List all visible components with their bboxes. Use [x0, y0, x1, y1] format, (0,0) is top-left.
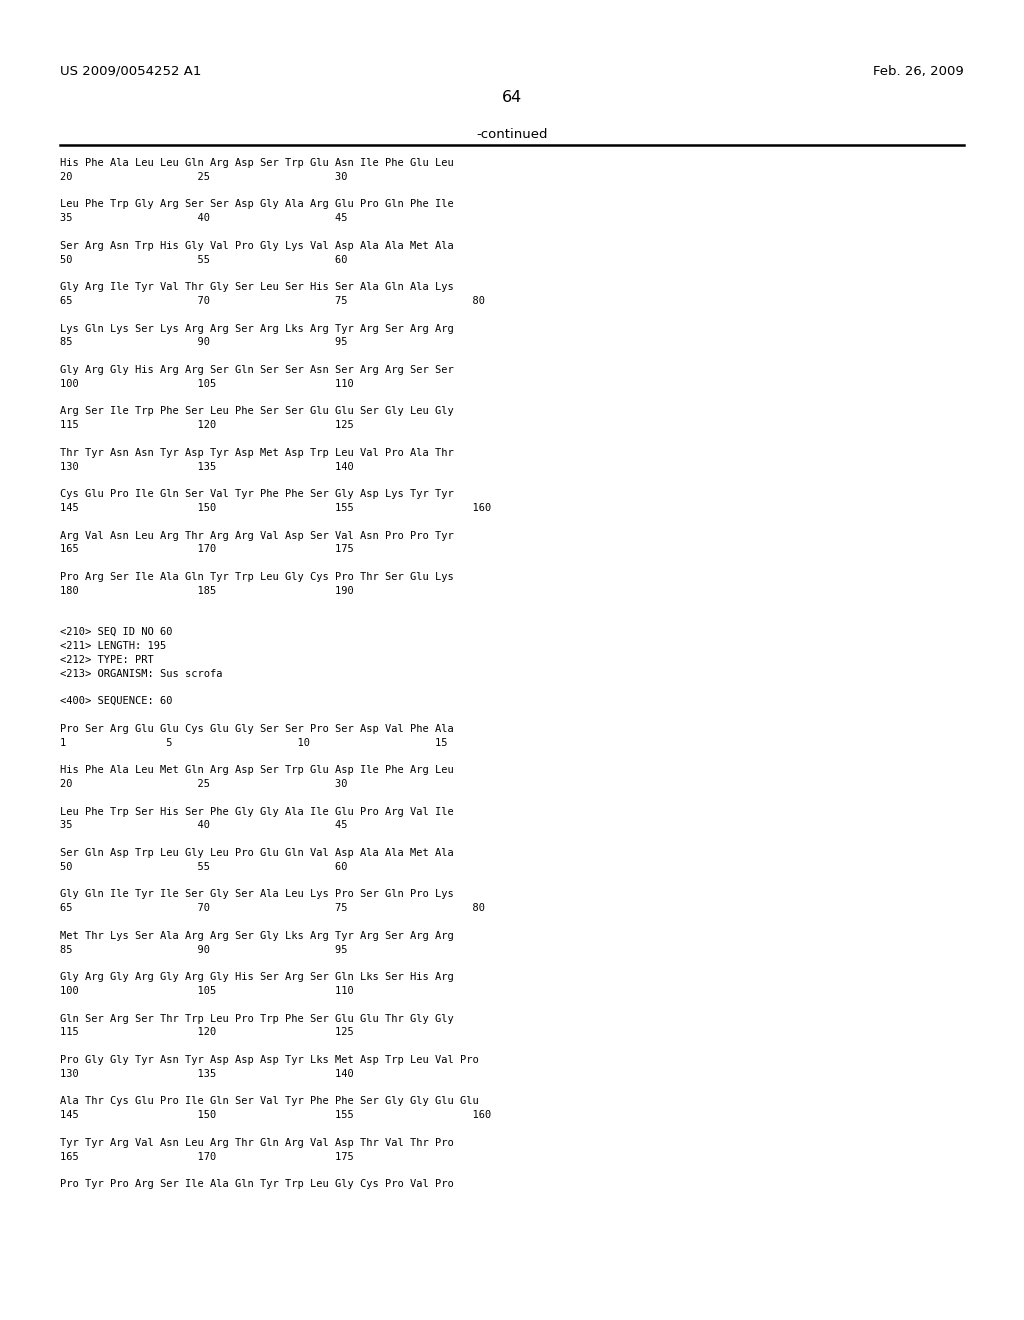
Text: <213> ORGANISM: Sus scrofa: <213> ORGANISM: Sus scrofa: [60, 669, 222, 678]
Text: 64: 64: [502, 90, 522, 106]
Text: Arg Val Asn Leu Arg Thr Arg Arg Val Asp Ser Val Asn Pro Pro Tyr: Arg Val Asn Leu Arg Thr Arg Arg Val Asp …: [60, 531, 454, 541]
Text: 130                   135                   140: 130 135 140: [60, 1069, 353, 1078]
Text: -continued: -continued: [476, 128, 548, 141]
Text: 50                    55                    60: 50 55 60: [60, 255, 347, 264]
Text: Feb. 26, 2009: Feb. 26, 2009: [873, 65, 964, 78]
Text: 100                   105                   110: 100 105 110: [60, 379, 353, 389]
Text: 20                    25                    30: 20 25 30: [60, 172, 347, 182]
Text: 1                5                    10                    15: 1 5 10 15: [60, 738, 447, 747]
Text: <212> TYPE: PRT: <212> TYPE: PRT: [60, 655, 154, 665]
Text: His Phe Ala Leu Leu Gln Arg Asp Ser Trp Glu Asn Ile Phe Glu Leu: His Phe Ala Leu Leu Gln Arg Asp Ser Trp …: [60, 158, 454, 168]
Text: Gly Arg Ile Tyr Val Thr Gly Ser Leu Ser His Ser Ala Gln Ala Lys: Gly Arg Ile Tyr Val Thr Gly Ser Leu Ser …: [60, 282, 454, 292]
Text: Pro Tyr Pro Arg Ser Ile Ala Gln Tyr Trp Leu Gly Cys Pro Val Pro: Pro Tyr Pro Arg Ser Ile Ala Gln Tyr Trp …: [60, 1179, 454, 1189]
Text: Ala Thr Cys Glu Pro Ile Gln Ser Val Tyr Phe Phe Ser Gly Gly Glu Glu: Ala Thr Cys Glu Pro Ile Gln Ser Val Tyr …: [60, 1097, 479, 1106]
Text: 85                    90                    95: 85 90 95: [60, 338, 347, 347]
Text: <400> SEQUENCE: 60: <400> SEQUENCE: 60: [60, 696, 172, 706]
Text: 165                   170                   175: 165 170 175: [60, 1151, 353, 1162]
Text: Lys Gln Lys Ser Lys Arg Arg Ser Arg Lks Arg Tyr Arg Ser Arg Arg: Lys Gln Lys Ser Lys Arg Arg Ser Arg Lks …: [60, 323, 454, 334]
Text: 145                   150                   155                   160: 145 150 155 160: [60, 1110, 492, 1121]
Text: 165                   170                   175: 165 170 175: [60, 544, 353, 554]
Text: Pro Gly Gly Tyr Asn Tyr Asp Asp Asp Tyr Lks Met Asp Trp Leu Val Pro: Pro Gly Gly Tyr Asn Tyr Asp Asp Asp Tyr …: [60, 1055, 479, 1065]
Text: 65                    70                    75                    80: 65 70 75 80: [60, 296, 485, 306]
Text: Gly Gln Ile Tyr Ile Ser Gly Ser Ala Leu Lys Pro Ser Gln Pro Lys: Gly Gln Ile Tyr Ile Ser Gly Ser Ala Leu …: [60, 890, 454, 899]
Text: Gln Ser Arg Ser Thr Trp Leu Pro Trp Phe Ser Glu Glu Thr Gly Gly: Gln Ser Arg Ser Thr Trp Leu Pro Trp Phe …: [60, 1014, 454, 1023]
Text: 180                   185                   190: 180 185 190: [60, 586, 353, 595]
Text: 145                   150                   155                   160: 145 150 155 160: [60, 503, 492, 513]
Text: Thr Tyr Asn Asn Tyr Asp Tyr Asp Met Asp Trp Leu Val Pro Ala Thr: Thr Tyr Asn Asn Tyr Asp Tyr Asp Met Asp …: [60, 447, 454, 458]
Text: 35                    40                    45: 35 40 45: [60, 214, 347, 223]
Text: 130                   135                   140: 130 135 140: [60, 462, 353, 471]
Text: Cys Glu Pro Ile Gln Ser Val Tyr Phe Phe Ser Gly Asp Lys Tyr Tyr: Cys Glu Pro Ile Gln Ser Val Tyr Phe Phe …: [60, 490, 454, 499]
Text: Gly Arg Gly His Arg Arg Ser Gln Ser Ser Asn Ser Arg Arg Ser Ser: Gly Arg Gly His Arg Arg Ser Gln Ser Ser …: [60, 366, 454, 375]
Text: Arg Ser Ile Trp Phe Ser Leu Phe Ser Ser Glu Glu Ser Gly Leu Gly: Arg Ser Ile Trp Phe Ser Leu Phe Ser Ser …: [60, 407, 454, 416]
Text: Pro Ser Arg Glu Glu Cys Glu Gly Ser Ser Pro Ser Asp Val Phe Ala: Pro Ser Arg Glu Glu Cys Glu Gly Ser Ser …: [60, 723, 454, 734]
Text: <211> LENGTH: 195: <211> LENGTH: 195: [60, 642, 166, 651]
Text: Tyr Tyr Arg Val Asn Leu Arg Thr Gln Arg Val Asp Thr Val Thr Pro: Tyr Tyr Arg Val Asn Leu Arg Thr Gln Arg …: [60, 1138, 454, 1148]
Text: Leu Phe Trp Gly Arg Ser Ser Asp Gly Ala Arg Glu Pro Gln Phe Ile: Leu Phe Trp Gly Arg Ser Ser Asp Gly Ala …: [60, 199, 454, 210]
Text: Leu Phe Trp Ser His Ser Phe Gly Gly Ala Ile Glu Pro Arg Val Ile: Leu Phe Trp Ser His Ser Phe Gly Gly Ala …: [60, 807, 454, 817]
Text: 85                    90                    95: 85 90 95: [60, 945, 347, 954]
Text: 115                   120                   125: 115 120 125: [60, 420, 353, 430]
Text: Ser Arg Asn Trp His Gly Val Pro Gly Lys Val Asp Ala Ala Met Ala: Ser Arg Asn Trp His Gly Val Pro Gly Lys …: [60, 240, 454, 251]
Text: US 2009/0054252 A1: US 2009/0054252 A1: [60, 65, 202, 78]
Text: 65                    70                    75                    80: 65 70 75 80: [60, 903, 485, 913]
Text: <210> SEQ ID NO 60: <210> SEQ ID NO 60: [60, 627, 172, 638]
Text: 50                    55                    60: 50 55 60: [60, 862, 347, 871]
Text: 20                    25                    30: 20 25 30: [60, 779, 347, 789]
Text: His Phe Ala Leu Met Gln Arg Asp Ser Trp Glu Asp Ile Phe Arg Leu: His Phe Ala Leu Met Gln Arg Asp Ser Trp …: [60, 766, 454, 775]
Text: Gly Arg Gly Arg Gly Arg Gly His Ser Arg Ser Gln Lks Ser His Arg: Gly Arg Gly Arg Gly Arg Gly His Ser Arg …: [60, 973, 454, 982]
Text: Pro Arg Ser Ile Ala Gln Tyr Trp Leu Gly Cys Pro Thr Ser Glu Lys: Pro Arg Ser Ile Ala Gln Tyr Trp Leu Gly …: [60, 572, 454, 582]
Text: 35                    40                    45: 35 40 45: [60, 821, 347, 830]
Text: 100                   105                   110: 100 105 110: [60, 986, 353, 997]
Text: Met Thr Lys Ser Ala Arg Arg Ser Gly Lks Arg Tyr Arg Ser Arg Arg: Met Thr Lys Ser Ala Arg Arg Ser Gly Lks …: [60, 931, 454, 941]
Text: 115                   120                   125: 115 120 125: [60, 1027, 353, 1038]
Text: Ser Gln Asp Trp Leu Gly Leu Pro Glu Gln Val Asp Ala Ala Met Ala: Ser Gln Asp Trp Leu Gly Leu Pro Glu Gln …: [60, 847, 454, 858]
